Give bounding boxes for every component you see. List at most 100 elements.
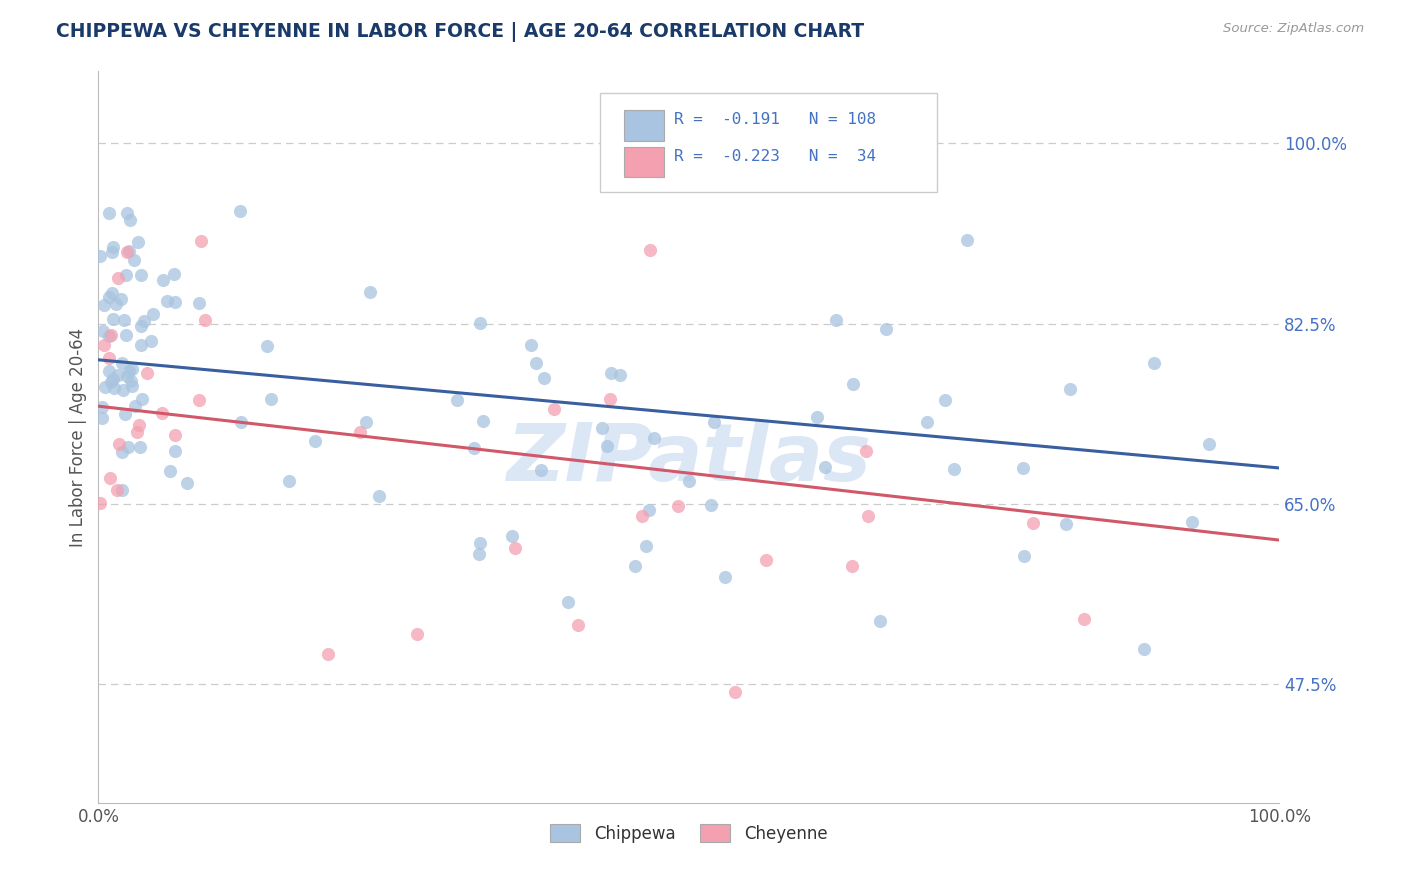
- Point: [152, 273, 174, 287]
- Point: [543, 402, 565, 417]
- Point: [111, 356, 134, 370]
- Point: [115, 268, 138, 282]
- Point: [150, 406, 173, 420]
- Point: [127, 235, 149, 250]
- Point: [98, 206, 121, 220]
- Point: [855, 443, 877, 458]
- Point: [101, 240, 124, 254]
- Point: [349, 425, 371, 439]
- Point: [139, 334, 162, 348]
- Point: [1181, 516, 1204, 530]
- Point: [159, 464, 181, 478]
- Point: [359, 285, 381, 299]
- Point: [142, 307, 165, 321]
- Point: [129, 268, 152, 283]
- Point: [91, 400, 114, 414]
- Point: [104, 297, 127, 311]
- Text: ZIPatlas: ZIPatlas: [506, 420, 872, 498]
- Point: [755, 553, 778, 567]
- Point: [1022, 516, 1045, 530]
- Point: [122, 252, 145, 267]
- Point: [599, 392, 621, 407]
- Point: [806, 410, 828, 425]
- Point: [131, 392, 153, 407]
- Point: [631, 509, 654, 524]
- Point: [526, 356, 548, 370]
- Point: [356, 415, 378, 429]
- Point: [596, 439, 619, 453]
- Point: [115, 368, 138, 383]
- Point: [136, 366, 159, 380]
- Point: [165, 295, 187, 310]
- Point: [89, 249, 111, 263]
- Point: [101, 286, 124, 301]
- Point: [470, 316, 492, 330]
- Point: [934, 392, 956, 407]
- Point: [107, 368, 129, 383]
- Point: [132, 314, 155, 328]
- Point: [111, 445, 134, 459]
- Point: [115, 244, 138, 259]
- Point: [121, 362, 143, 376]
- Point: [713, 569, 735, 583]
- Point: [112, 313, 135, 327]
- Point: [114, 407, 136, 421]
- Point: [1073, 612, 1095, 626]
- Point: [942, 462, 965, 476]
- Point: [703, 416, 725, 430]
- Text: CHIPPEWA VS CHEYENNE IN LABOR FORCE | AGE 20-64 CORRELATION CHART: CHIPPEWA VS CHEYENNE IN LABOR FORCE | AG…: [56, 22, 865, 42]
- Point: [609, 368, 631, 383]
- Point: [118, 364, 141, 378]
- Point: [917, 415, 939, 429]
- Point: [97, 364, 120, 378]
- Point: [367, 489, 389, 503]
- Point: [110, 292, 132, 306]
- Point: [1143, 356, 1166, 370]
- Text: R =  -0.223   N =  34: R = -0.223 N = 34: [673, 149, 876, 164]
- Point: [129, 338, 152, 352]
- Point: [98, 351, 121, 366]
- Point: [501, 529, 523, 543]
- Point: [842, 377, 865, 392]
- Point: [125, 425, 148, 439]
- Point: [814, 459, 837, 474]
- Point: [156, 293, 179, 308]
- Point: [115, 328, 138, 343]
- Point: [503, 541, 526, 556]
- Point: [638, 243, 661, 257]
- Point: [666, 499, 689, 513]
- Point: [869, 614, 891, 628]
- Point: [98, 329, 121, 343]
- Point: [129, 440, 152, 454]
- Point: [678, 474, 700, 488]
- Point: [1059, 382, 1081, 396]
- Point: [530, 463, 553, 477]
- Point: [98, 290, 121, 304]
- Point: [304, 434, 326, 448]
- Point: [100, 375, 122, 389]
- Point: [108, 436, 131, 450]
- Point: [91, 410, 114, 425]
- Y-axis label: In Labor Force | Age 20-64: In Labor Force | Age 20-64: [69, 327, 87, 547]
- Point: [100, 327, 122, 342]
- Point: [128, 418, 150, 433]
- Point: [316, 647, 339, 661]
- Point: [176, 475, 198, 490]
- Point: [188, 296, 211, 310]
- Point: [1012, 549, 1035, 563]
- Point: [101, 372, 124, 386]
- Point: [600, 366, 623, 380]
- Point: [121, 379, 143, 393]
- FancyBboxPatch shape: [624, 110, 664, 141]
- Point: [194, 312, 217, 326]
- Point: [567, 618, 589, 632]
- FancyBboxPatch shape: [600, 94, 936, 192]
- Point: [103, 381, 125, 395]
- Point: [118, 244, 141, 258]
- Point: [824, 313, 846, 327]
- Point: [700, 498, 723, 512]
- Point: [277, 475, 299, 489]
- Point: [591, 420, 613, 434]
- Legend: Chippewa, Cheyenne: Chippewa, Cheyenne: [544, 818, 834, 849]
- Point: [533, 371, 555, 385]
